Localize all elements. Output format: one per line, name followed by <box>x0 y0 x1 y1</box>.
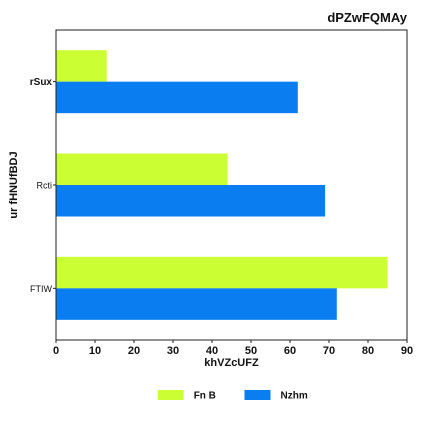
legend-swatch-fn-b <box>157 390 184 400</box>
chart-title: dPZwFQMAy <box>327 10 407 25</box>
category-label-rsux: rSux <box>30 77 53 88</box>
x-tick-label: 20 <box>128 345 140 357</box>
x-tick-label: 60 <box>284 345 296 357</box>
x-axis-label: khVZcUFZ <box>204 357 259 369</box>
x-tick-label: 10 <box>89 345 101 357</box>
bar-nzhm-rsux <box>56 81 298 114</box>
x-tick-label: 90 <box>401 345 413 357</box>
x-tick-label: 70 <box>323 345 335 357</box>
bar-fn-b-rsux <box>56 50 107 82</box>
bar-nzhm-rcti <box>56 185 326 217</box>
x-tick-label: 50 <box>245 345 257 357</box>
bar-nzhm-ftiw <box>56 288 337 320</box>
bar-fn-b-ftiw <box>56 256 388 289</box>
plot-area <box>56 50 388 320</box>
x-tick-label: 40 <box>206 345 218 357</box>
category-label-rcti: Rcti <box>37 181 53 191</box>
legend-label-fn-b: Fn B <box>194 391 216 402</box>
x-tick-label: 30 <box>167 345 179 357</box>
y-axis-label: ur fHNUfBDJ <box>8 151 20 218</box>
legend: Fn B Nzhm <box>157 390 308 402</box>
y-axis-categories: rSux Rcti FTIW <box>30 77 56 294</box>
category-label-ftiw: FTIW <box>30 284 52 294</box>
legend-swatch-nzhm <box>244 390 271 400</box>
x-tick-label: 0 <box>53 345 59 357</box>
bar-fn-b-rcti <box>56 153 228 185</box>
x-axis-ticks: 0 10 20 30 40 50 60 70 80 90 <box>53 340 413 357</box>
legend-label-nzhm: Nzhm <box>281 391 308 402</box>
x-tick-label: 80 <box>362 345 374 357</box>
